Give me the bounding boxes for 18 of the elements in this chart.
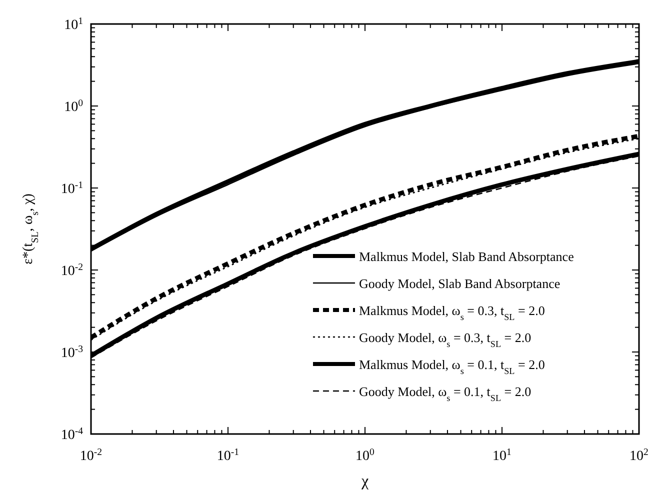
legend-label: Malkmus Model, Slab Band Absorptance [359, 249, 574, 264]
x-tick-label: 10$^{1}$ [492, 446, 512, 464]
x-tick-label: 10$^{-1}$ [216, 446, 240, 464]
y-tick-label: 10$^{-3}$ [60, 344, 84, 361]
y-tick-label: 10$^{-2}$ [60, 262, 84, 279]
x-tick-label: 10$^{2}$ [630, 446, 649, 464]
x-tick-label: 10$^{-2}$ [80, 446, 102, 464]
y-tick-label: 10$^{0}$ [64, 98, 84, 115]
legend-label: Malkmus Model, ω$_{s}$ = 0.1, t$_{SL}$ = 2.0 [359, 357, 545, 376]
x-axis-title: χ [360, 473, 370, 490]
y-tick-label: 10$^{-4}$ [60, 426, 84, 443]
legend-label: Goody Model, ω$_{s}$ = 0.3, t$_{SL}$ = 2.0 [359, 330, 532, 349]
legend-label: Goody Model, Slab Band Absorptance [359, 276, 560, 291]
y-tick-label: 10$^{1}$ [64, 16, 84, 33]
legend-label: Malkmus Model, ω$_{s}$ = 0.3, t$_{SL}$ = 2.0 [359, 303, 545, 322]
x-tick-label: 10$^{0}$ [356, 446, 375, 464]
legend-label: Goody Model, ω$_{s}$ = 0.1, t$_{SL}$ = 2.0 [359, 384, 532, 403]
y-tick-label: 10$^{-1}$ [60, 180, 84, 197]
